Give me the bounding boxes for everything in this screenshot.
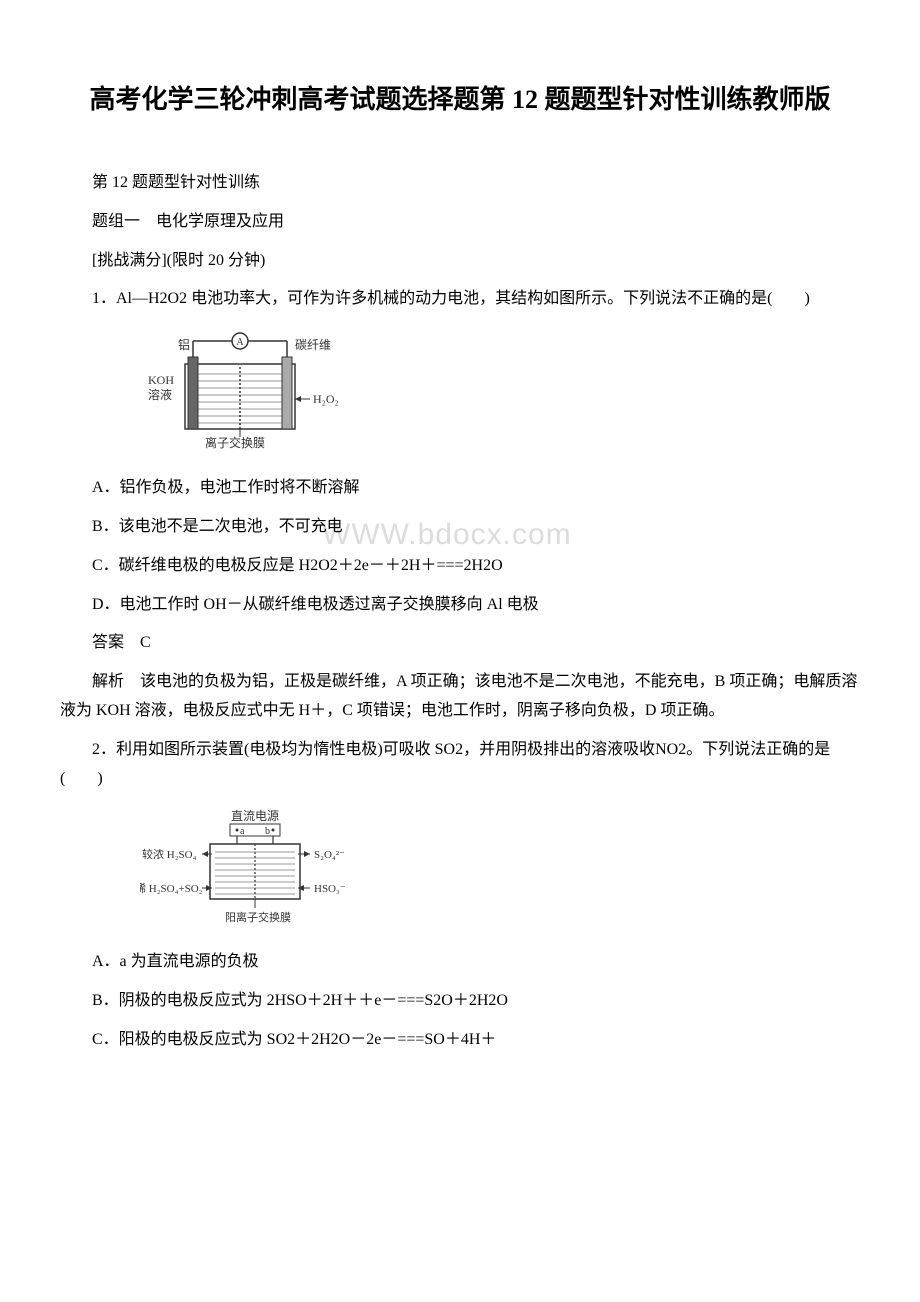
label-s2o4: S₂O₄²⁻	[314, 849, 345, 861]
q2-diagram: 直流电源 a b 较浓 H₂SO₄ 稀 H₂SO₄+SO₂ S₂O₄²⁻ HSO…	[140, 808, 860, 933]
page-title: 高考化学三轮冲刺高考试题选择题第 12 题题型针对性训练教师版	[60, 80, 860, 119]
q2-optA: A．a 为直流电源的负极	[60, 948, 860, 977]
label-solution: 溶液	[148, 387, 172, 402]
q1-answer: 答案 C	[60, 629, 860, 658]
q1-optA: A．铝作负极，电池工作时将不断溶解	[60, 474, 860, 503]
label-h2o2: H₂O₂	[313, 392, 339, 406]
label-membrane2: 阳离子交换膜	[225, 910, 291, 924]
q1-optB-wrap: WWW.bdocx.com B．该电池不是二次电池，不可充电	[60, 513, 860, 542]
label-dilute: 稀 H₂SO₄+SO₂	[140, 882, 203, 895]
label-conc: 较浓 H₂SO₄	[142, 847, 197, 861]
label-membrane: 离子交换膜	[205, 435, 265, 450]
label-al: 铝	[178, 337, 190, 352]
group-header: 题组一 电化学原理及应用	[60, 208, 860, 237]
q1-optD: D．电池工作时 OH－从碳纤维电极透过离子交换膜移向 Al 电极	[60, 591, 860, 620]
label-a: a	[240, 826, 245, 837]
svg-text:A: A	[236, 337, 244, 348]
q1-explanation: 解析 该电池的负极为铝，正极是碳纤维，A 项正确；该电池不是二次电池，不能充电，…	[60, 668, 860, 726]
label-koh: KOH	[148, 373, 174, 387]
label-hso3: HSO₃⁻	[314, 883, 346, 895]
q2-optC: C．阳极的电极反应式为 SO2＋2H2O－2e－===SO＋4H＋	[60, 1026, 860, 1055]
q2-optB: B．阴极的电极反应式为 2HSO＋2H＋＋e－===S2O＋2H2O	[60, 987, 860, 1016]
label-b: b	[265, 826, 270, 837]
q1-optC: C．碳纤维电极的电极反应是 H2O2＋2e－＋2H＋===2H2O	[60, 552, 860, 581]
q1-stem: 1．Al—H2O2 电池功率大，可作为许多机械的动力电池，其结构如图所示。下列说…	[60, 285, 860, 314]
q1-optB: B．该电池不是二次电池，不可充电	[92, 518, 343, 535]
label-power: 直流电源	[231, 809, 279, 823]
label-carbon: 碳纤维	[295, 338, 331, 352]
q1-diagram: A 铝 碳纤维 KOH 溶液 H₂O₂ 离子交换膜	[140, 329, 860, 459]
section-header: 第 12 题题型针对性训练	[60, 169, 860, 198]
timer-note: [挑战满分](限时 20 分钟)	[60, 247, 860, 276]
q2-stem: 2．利用如图所示装置(电极均为惰性电极)可吸收 SO2，并用阴极排出的溶液吸收N…	[60, 736, 860, 794]
